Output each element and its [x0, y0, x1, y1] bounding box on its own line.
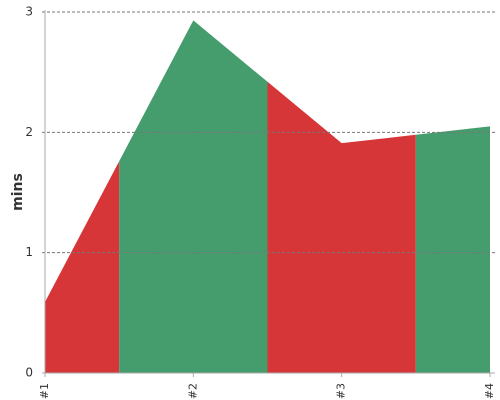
area-segment: [45, 161, 120, 373]
x-tick-label: #3: [335, 383, 348, 399]
area-segment: [119, 20, 268, 373]
area-segment: [267, 81, 416, 373]
area-segment: [415, 126, 490, 373]
y-axis-label: mins: [10, 173, 26, 211]
y-tick-label: 0: [25, 366, 33, 380]
x-tick-label: #1: [38, 383, 51, 399]
x-tick-label: #2: [186, 383, 199, 399]
y-tick-label: 1: [25, 245, 33, 259]
y-tick-label: 2: [25, 125, 33, 139]
x-tick-label: #4: [483, 383, 496, 399]
y-tick-label: 3: [25, 5, 33, 19]
